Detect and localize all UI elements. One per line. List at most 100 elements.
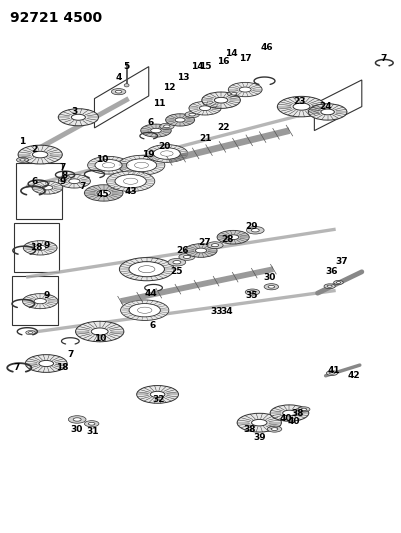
Text: 34: 34 [220,308,233,316]
Text: 10: 10 [94,334,106,343]
Text: 38: 38 [242,425,255,433]
Ellipse shape [138,265,154,273]
Ellipse shape [300,408,306,410]
Text: 16: 16 [216,57,229,66]
Ellipse shape [231,93,236,95]
Text: 28: 28 [220,236,233,244]
Text: 4: 4 [115,73,122,82]
Ellipse shape [163,125,170,128]
Text: 22: 22 [216,124,229,132]
Ellipse shape [32,151,48,158]
Ellipse shape [106,171,154,191]
Ellipse shape [137,307,152,313]
Ellipse shape [91,328,108,335]
Ellipse shape [126,159,156,172]
Ellipse shape [87,156,129,174]
Text: 11: 11 [152,100,165,108]
Ellipse shape [129,262,164,277]
Ellipse shape [320,109,334,115]
Ellipse shape [271,427,277,431]
Ellipse shape [136,385,178,403]
Ellipse shape [150,128,161,133]
Ellipse shape [183,255,190,259]
Ellipse shape [217,230,249,244]
Ellipse shape [207,242,223,248]
Ellipse shape [263,284,278,290]
Text: 23: 23 [292,97,305,106]
Ellipse shape [22,294,58,309]
Text: 9: 9 [43,292,49,300]
Text: 18: 18 [56,364,69,372]
Ellipse shape [25,354,67,373]
Text: 92721 4500: 92721 4500 [10,11,102,25]
Text: 9: 9 [59,177,65,185]
Ellipse shape [97,190,110,196]
Ellipse shape [246,227,263,234]
Ellipse shape [326,371,337,375]
Text: 26: 26 [176,246,189,255]
Ellipse shape [134,162,148,168]
Ellipse shape [58,178,66,181]
Text: 18: 18 [30,244,43,252]
Ellipse shape [39,360,53,367]
Ellipse shape [88,422,95,425]
Ellipse shape [282,410,296,416]
Text: 32: 32 [152,395,165,404]
Text: 6: 6 [149,321,156,329]
Ellipse shape [308,104,346,120]
Text: 43: 43 [124,188,137,196]
Ellipse shape [160,151,173,156]
Text: 27: 27 [198,238,211,247]
Text: 8: 8 [61,172,67,180]
Ellipse shape [199,106,210,110]
Ellipse shape [267,285,274,288]
Text: 46: 46 [260,44,273,52]
Ellipse shape [336,281,340,284]
Text: 7: 7 [59,164,65,172]
Text: 30: 30 [70,425,82,433]
Ellipse shape [237,413,281,432]
Ellipse shape [95,159,122,171]
Ellipse shape [73,418,81,421]
Ellipse shape [249,290,255,294]
Text: 7: 7 [79,182,85,191]
Text: 33: 33 [210,308,223,316]
Ellipse shape [60,179,64,180]
Ellipse shape [228,83,261,96]
Ellipse shape [20,159,25,161]
Ellipse shape [297,407,309,412]
Text: 3: 3 [71,108,77,116]
Ellipse shape [69,179,80,183]
Ellipse shape [119,257,174,281]
Ellipse shape [245,289,259,295]
Ellipse shape [115,175,146,188]
Text: 24: 24 [318,102,331,111]
Ellipse shape [153,148,180,159]
Ellipse shape [32,181,63,194]
Text: 7: 7 [13,364,19,372]
Text: 6: 6 [147,118,154,127]
Ellipse shape [115,90,122,93]
Ellipse shape [277,96,325,117]
Ellipse shape [227,235,238,239]
Ellipse shape [18,145,62,164]
Text: 37: 37 [334,257,347,265]
Ellipse shape [150,391,164,398]
Text: 7: 7 [380,54,386,63]
Ellipse shape [211,244,218,247]
Text: 2: 2 [31,145,37,154]
Ellipse shape [184,111,199,118]
Ellipse shape [120,300,168,320]
Text: 39: 39 [252,433,265,441]
Text: 12: 12 [162,84,175,92]
Ellipse shape [84,421,99,427]
Ellipse shape [26,330,35,335]
Text: 13: 13 [176,73,189,82]
Ellipse shape [333,280,342,285]
Text: 42: 42 [346,372,359,380]
Text: 40: 40 [286,417,299,425]
Text: 1: 1 [19,137,25,146]
Ellipse shape [124,84,129,87]
Ellipse shape [159,123,174,130]
Ellipse shape [123,178,138,184]
